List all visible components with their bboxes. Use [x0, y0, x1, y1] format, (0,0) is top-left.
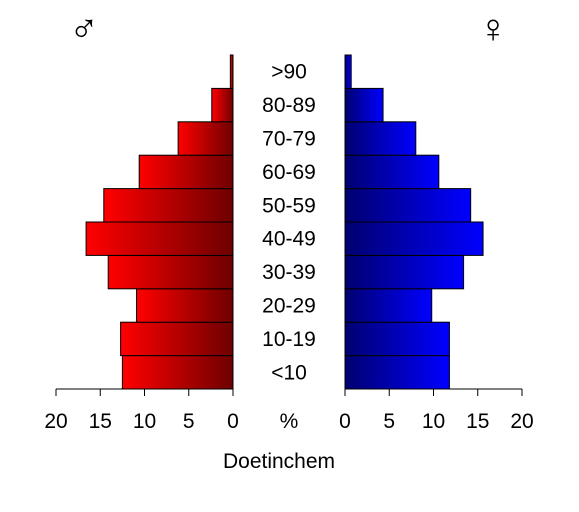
- female-x-axis: 0 5 10 15 20: [339, 388, 534, 433]
- tick-label: 20: [510, 410, 533, 433]
- age-group-label: >90: [271, 61, 307, 84]
- female-bars: [344, 54, 484, 390]
- female-bar: [344, 321, 450, 357]
- tick-label: 0: [339, 410, 351, 433]
- tick-label: 5: [183, 410, 195, 433]
- male-bar: [103, 188, 234, 223]
- male-symbol: ♂: [69, 7, 99, 51]
- female-bar: [344, 54, 352, 89]
- tick-label: 15: [466, 410, 489, 433]
- female-bar: [344, 221, 484, 256]
- age-group-labels: <10 10-19 20-29 30-39 40-49 50-59 60-69 70-79 80…: [262, 61, 316, 385]
- female-bar: [344, 355, 450, 390]
- tick-label: 20: [44, 410, 67, 433]
- female-bar: [344, 288, 433, 323]
- x-axis-label: Doetinchem: [223, 450, 335, 473]
- male-bar: [177, 121, 234, 156]
- tick-label: 10: [133, 410, 156, 433]
- tick-label: 5: [383, 410, 395, 433]
- male-bar: [121, 355, 234, 390]
- age-group-label: 60-69: [262, 161, 316, 184]
- age-group-label: 30-39: [262, 261, 316, 284]
- age-group-label: 10-19: [262, 328, 316, 351]
- female-bar: [344, 154, 440, 190]
- male-bar: [107, 254, 234, 290]
- male-bar: [229, 54, 234, 89]
- age-group-label: 80-89: [262, 94, 316, 117]
- female-bar: [344, 121, 417, 156]
- tick-label: 10: [422, 410, 445, 433]
- tick-label: 15: [89, 410, 112, 433]
- female-bar: [344, 188, 472, 223]
- female-symbol: ♀: [478, 7, 508, 51]
- percent-unit-label: %: [280, 410, 299, 433]
- female-bar: [344, 87, 384, 123]
- age-group-label: 70-79: [262, 128, 316, 151]
- tick-label: 0: [227, 410, 239, 433]
- male-bar: [136, 288, 234, 323]
- male-x-axis: 0 5 10 15 20: [44, 388, 239, 433]
- male-bar: [120, 321, 234, 357]
- age-group-label: 20-29: [262, 295, 316, 318]
- age-group-label: <10: [271, 361, 307, 384]
- age-group-label: 40-49: [262, 228, 316, 251]
- male-bar: [85, 221, 234, 256]
- male-bar: [138, 154, 234, 190]
- male-bar: [211, 87, 234, 123]
- female-bar: [344, 254, 465, 290]
- age-group-label: 50-59: [262, 194, 316, 217]
- male-bars: [85, 54, 234, 390]
